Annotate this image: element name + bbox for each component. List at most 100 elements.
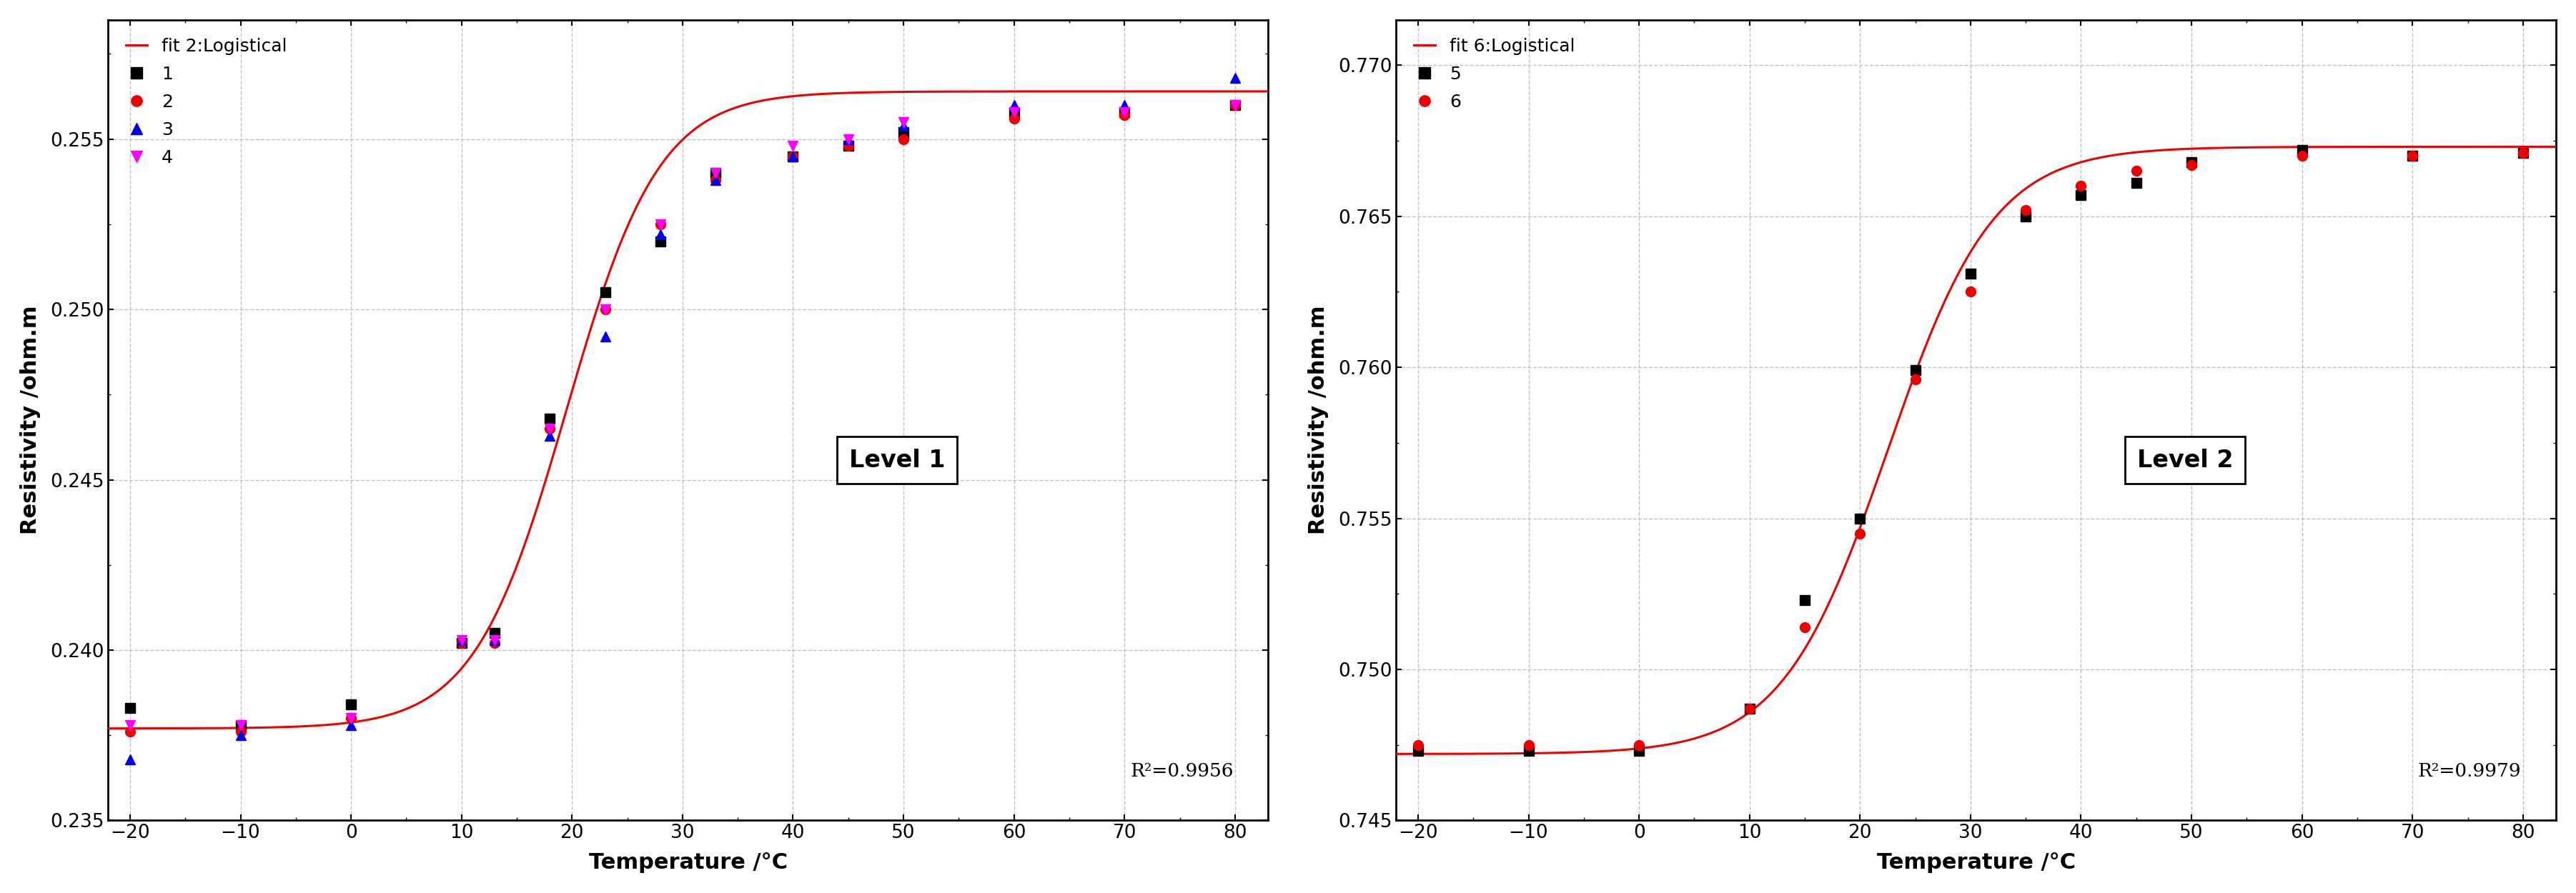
- 6: [1401, 739, 1432, 750]
- 2: [533, 423, 564, 434]
- fit 6:Logistical: [2540, 141, 2571, 152]
- 1: [1110, 106, 1141, 117]
- 6: [2120, 165, 2151, 176]
- 3: [999, 100, 1030, 111]
- 6: [2177, 160, 2208, 171]
- 6: [1901, 374, 1932, 385]
- fit 6:Logistical: [2177, 143, 2208, 154]
- 6: [1512, 739, 1543, 750]
- 3: [479, 635, 510, 646]
- 4: [999, 106, 1030, 117]
- 3: [224, 730, 255, 740]
- 1: [832, 140, 863, 151]
- Legend: fit 2:Logistical, 1, 2, 3, 4: fit 2:Logistical, 1, 2, 3, 4: [118, 30, 294, 173]
- 2: [999, 113, 1030, 124]
- 4: [113, 720, 144, 730]
- 5: [1623, 746, 1654, 756]
- 4: [644, 219, 675, 230]
- 6: [2287, 150, 2318, 161]
- fit 2:Logistical: [997, 86, 1028, 96]
- 1: [1218, 100, 1249, 111]
- 3: [590, 331, 621, 342]
- Line: 6: 6: [1414, 148, 2527, 750]
- fit 2:Logistical: [93, 723, 124, 734]
- 6: [1734, 704, 1765, 714]
- 5: [2398, 150, 2429, 161]
- 1: [999, 106, 1030, 117]
- 4: [701, 168, 732, 179]
- 2: [1110, 110, 1141, 121]
- 6: [1623, 739, 1654, 750]
- Text: Level 2: Level 2: [2138, 448, 2233, 472]
- 5: [1955, 268, 1986, 279]
- Line: 4: 4: [126, 100, 1239, 730]
- 3: [701, 175, 732, 186]
- 5: [1901, 365, 1932, 376]
- 5: [1844, 513, 1875, 523]
- 4: [533, 423, 564, 434]
- fit 6:Logistical: [1381, 748, 1412, 759]
- X-axis label: Temperature /°C: Temperature /°C: [1878, 853, 2076, 873]
- 3: [832, 134, 863, 145]
- 6: [2398, 150, 2429, 161]
- Line: 2: 2: [126, 100, 1239, 737]
- 1: [446, 638, 477, 648]
- 3: [446, 635, 477, 646]
- 6: [2009, 204, 2040, 215]
- 4: [224, 720, 255, 730]
- fit 2:Logistical: [1252, 86, 1283, 96]
- 3: [889, 120, 920, 130]
- fit 2:Logistical: [562, 368, 592, 379]
- 2: [832, 140, 863, 151]
- 5: [2287, 145, 2318, 155]
- 5: [2009, 211, 2040, 221]
- 5: [2120, 178, 2151, 188]
- 4: [1110, 106, 1141, 117]
- 1: [644, 236, 675, 246]
- fit 2:Logistical: [211, 722, 242, 733]
- 4: [832, 134, 863, 145]
- fit 6:Logistical: [1499, 748, 1530, 759]
- 5: [2066, 189, 2097, 200]
- 2: [590, 305, 621, 315]
- 4: [590, 305, 621, 315]
- fit 6:Logistical: [2285, 142, 2316, 153]
- X-axis label: Temperature /°C: Temperature /°C: [590, 853, 788, 873]
- 1: [335, 699, 366, 710]
- 3: [778, 151, 809, 162]
- 6: [2506, 147, 2537, 158]
- fit 6:Logistical: [1850, 508, 1880, 519]
- 4: [446, 635, 477, 646]
- 1: [889, 127, 920, 138]
- Line: 5: 5: [1414, 145, 2527, 756]
- 5: [1734, 704, 1765, 714]
- 3: [644, 230, 675, 240]
- 3: [113, 754, 144, 764]
- 1: [590, 287, 621, 297]
- fit 6:Logistical: [2306, 142, 2336, 153]
- 5: [2506, 147, 2537, 158]
- 3: [1218, 72, 1249, 83]
- 3: [533, 430, 564, 441]
- 6: [2066, 180, 2097, 191]
- Text: R²=0.9956: R²=0.9956: [1131, 763, 1234, 780]
- fit 2:Logistical: [889, 87, 920, 97]
- Legend: fit 6:Logistical, 5, 6: fit 6:Logistical, 5, 6: [1406, 30, 1582, 118]
- Line: 3: 3: [126, 73, 1239, 764]
- fit 6:Logistical: [1891, 390, 1922, 401]
- 2: [644, 219, 675, 230]
- fit 2:Logistical: [603, 242, 634, 253]
- Line: fit 6:Logistical: fit 6:Logistical: [1396, 146, 2555, 754]
- 2: [335, 713, 366, 723]
- 3: [1110, 100, 1141, 111]
- 1: [113, 703, 144, 714]
- 1: [533, 413, 564, 424]
- Line: 1: 1: [126, 100, 1239, 730]
- 5: [1401, 746, 1432, 756]
- 2: [224, 727, 255, 738]
- 1: [778, 151, 809, 162]
- 2: [778, 151, 809, 162]
- 4: [1218, 100, 1249, 111]
- Line: fit 2:Logistical: fit 2:Logistical: [108, 91, 1267, 729]
- 2: [446, 638, 477, 648]
